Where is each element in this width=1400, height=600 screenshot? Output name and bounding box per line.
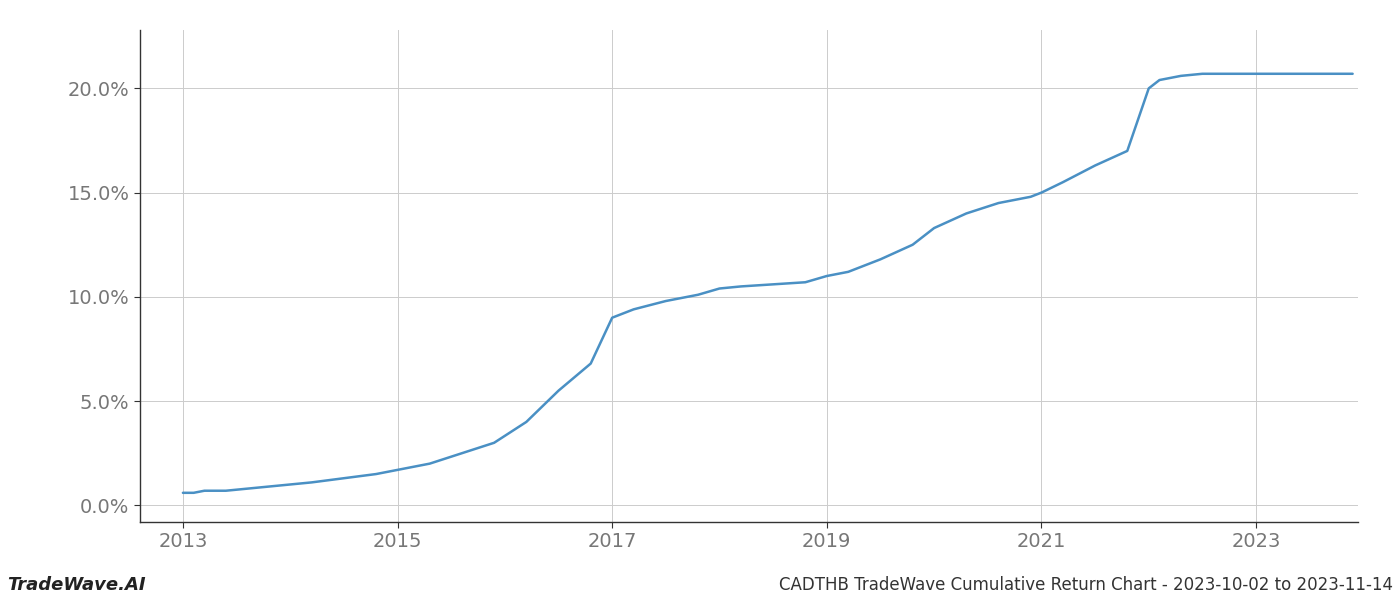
Text: CADTHB TradeWave Cumulative Return Chart - 2023-10-02 to 2023-11-14: CADTHB TradeWave Cumulative Return Chart… [778, 576, 1393, 594]
Text: TradeWave.AI: TradeWave.AI [7, 576, 146, 594]
